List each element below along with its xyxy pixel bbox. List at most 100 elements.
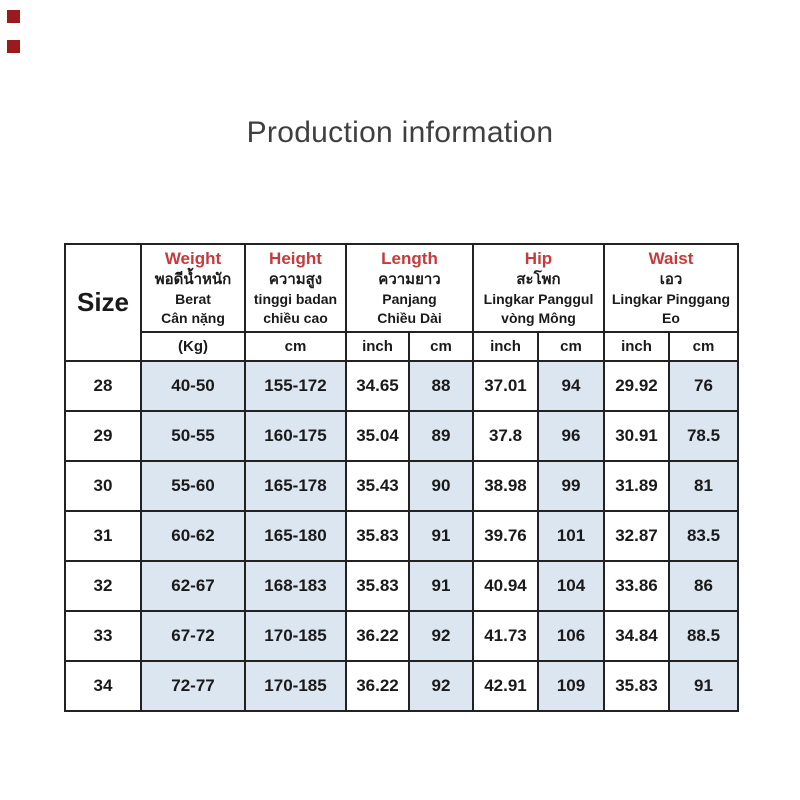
header-weight-th: พอดีน้ำหนัก <box>154 271 232 288</box>
cell-height: 160-175 <box>244 410 347 462</box>
cell-waist-cm: 88.5 <box>668 610 739 662</box>
unit-weight-kg: (Kg) <box>140 331 246 362</box>
cell-size: 32 <box>64 560 142 612</box>
cell-size: 33 <box>64 610 142 662</box>
cell-hip-cm: 104 <box>537 560 605 612</box>
header-waist: Waist เอว Lingkar Pinggang Eo <box>603 243 739 333</box>
header-weight-en: Weight <box>164 249 222 268</box>
cell-hip-cm: 94 <box>537 360 605 412</box>
cell-height: 170-185 <box>244 660 347 712</box>
cell-weight: 40-50 <box>140 360 246 412</box>
unit-waist-inch: inch <box>603 331 670 362</box>
cell-size: 29 <box>64 410 142 462</box>
header-length-vi: Chiều Dài <box>377 310 442 326</box>
table-row-size-29: 29 50-55 160-175 35.04 89 37.8 96 30.91 … <box>64 410 739 462</box>
cell-weight: 62-67 <box>140 560 246 612</box>
header-length: Length ความยาว Panjang Chiều Dài <box>345 243 474 333</box>
header-height-en: Height <box>269 249 322 268</box>
header-size: Size <box>64 243 142 362</box>
cell-waist-cm: 81 <box>668 460 739 512</box>
table-row-size-32: 32 62-67 168-183 35.83 91 40.94 104 33.8… <box>64 560 739 612</box>
cell-size: 34 <box>64 660 142 712</box>
header-hip-id: Lingkar Panggul <box>483 291 594 307</box>
cell-waist-cm: 76 <box>668 360 739 412</box>
cell-weight: 67-72 <box>140 610 246 662</box>
cell-length-inch: 35.83 <box>345 560 410 612</box>
header-waist-th: เอว <box>659 271 683 288</box>
cell-length-inch: 35.43 <box>345 460 410 512</box>
table-row-size-31: 31 60-62 165-180 35.83 91 39.76 101 32.8… <box>64 510 739 562</box>
cell-waist-inch: 31.89 <box>603 460 670 512</box>
cell-height: 170-185 <box>244 610 347 662</box>
unit-hip-inch: inch <box>472 331 539 362</box>
cell-length-cm: 92 <box>408 660 474 712</box>
cell-height: 168-183 <box>244 560 347 612</box>
cell-height: 165-180 <box>244 510 347 562</box>
header-length-id: Panjang <box>382 291 437 307</box>
cell-waist-inch: 32.87 <box>603 510 670 562</box>
cell-hip-cm: 109 <box>537 660 605 712</box>
cell-waist-cm: 86 <box>668 560 739 612</box>
cell-hip-inch: 41.73 <box>472 610 539 662</box>
table-row-size-34: 34 72-77 170-185 36.22 92 42.91 109 35.8… <box>64 660 739 712</box>
cell-hip-inch: 37.8 <box>472 410 539 462</box>
cell-waist-cm: 78.5 <box>668 410 739 462</box>
cell-length-cm: 92 <box>408 610 474 662</box>
unit-waist-cm: cm <box>668 331 739 362</box>
cell-length-cm: 91 <box>408 510 474 562</box>
table-row-size-30: 30 55-60 165-178 35.43 90 38.98 99 31.89… <box>64 460 739 512</box>
cell-height: 155-172 <box>244 360 347 412</box>
table-row-size-28: 28 40-50 155-172 34.65 88 37.01 94 29.92… <box>64 360 739 412</box>
header-waist-id: Lingkar Pinggang <box>611 291 731 307</box>
cell-length-inch: 35.83 <box>345 510 410 562</box>
cell-waist-cm: 91 <box>668 660 739 712</box>
cell-hip-cm: 101 <box>537 510 605 562</box>
cell-hip-inch: 37.01 <box>472 360 539 412</box>
unit-length-inch: inch <box>345 331 410 362</box>
cell-hip-inch: 38.98 <box>472 460 539 512</box>
cell-length-inch: 34.65 <box>345 360 410 412</box>
table-unit-row: (Kg) cm inch cm inch cm inch cm <box>65 331 739 362</box>
cell-hip-cm: 106 <box>537 610 605 662</box>
cell-length-cm: 89 <box>408 410 474 462</box>
header-weight: Weight พอดีน้ำหนัก Berat Cân nặng <box>140 243 246 333</box>
header-length-en: Length <box>381 249 438 268</box>
red-square-marker <box>7 40 20 53</box>
cell-weight: 50-55 <box>140 410 246 462</box>
cell-length-cm: 91 <box>408 560 474 612</box>
unit-length-cm: cm <box>408 331 474 362</box>
size-chart-table: Size Weight พอดีน้ำหนัก Berat Cân nặng H… <box>64 243 739 712</box>
header-weight-vi: Cân nặng <box>161 310 225 326</box>
cell-size: 30 <box>64 460 142 512</box>
header-hip-en: Hip <box>524 249 553 268</box>
header-length-th: ความยาว <box>378 271 441 288</box>
cell-length-cm: 88 <box>408 360 474 412</box>
unit-height-cm: cm <box>244 331 347 362</box>
table-row-size-33: 33 67-72 170-185 36.22 92 41.73 106 34.8… <box>64 610 739 662</box>
cell-length-inch: 36.22 <box>345 660 410 712</box>
header-weight-id: Berat <box>175 291 211 307</box>
cell-waist-inch: 33.86 <box>603 560 670 612</box>
table-header-row: Size Weight พอดีน้ำหนัก Berat Cân nặng H… <box>64 243 739 362</box>
header-hip-th: สะโพก <box>516 271 561 288</box>
header-hip: Hip สะโพก Lingkar Panggul vòng Mông <box>472 243 605 333</box>
cell-weight: 72-77 <box>140 660 246 712</box>
red-square-marker <box>7 10 20 23</box>
cell-weight: 60-62 <box>140 510 246 562</box>
header-height-id: tinggi badan <box>253 291 338 307</box>
cell-hip-inch: 40.94 <box>472 560 539 612</box>
header-height-th: ความสูง <box>268 271 323 288</box>
header-waist-en: Waist <box>648 249 694 268</box>
cell-waist-cm: 83.5 <box>668 510 739 562</box>
cell-waist-inch: 35.83 <box>603 660 670 712</box>
cell-hip-cm: 99 <box>537 460 605 512</box>
header-height: Height ความสูง tinggi badan chiều cao <box>244 243 347 333</box>
cell-hip-inch: 39.76 <box>472 510 539 562</box>
unit-hip-cm: cm <box>537 331 605 362</box>
cell-waist-inch: 29.92 <box>603 360 670 412</box>
cell-waist-inch: 34.84 <box>603 610 670 662</box>
page-title: Production information <box>246 116 554 149</box>
cell-size: 28 <box>64 360 142 412</box>
cell-size: 31 <box>64 510 142 562</box>
header-height-vi: chiều cao <box>263 310 328 326</box>
